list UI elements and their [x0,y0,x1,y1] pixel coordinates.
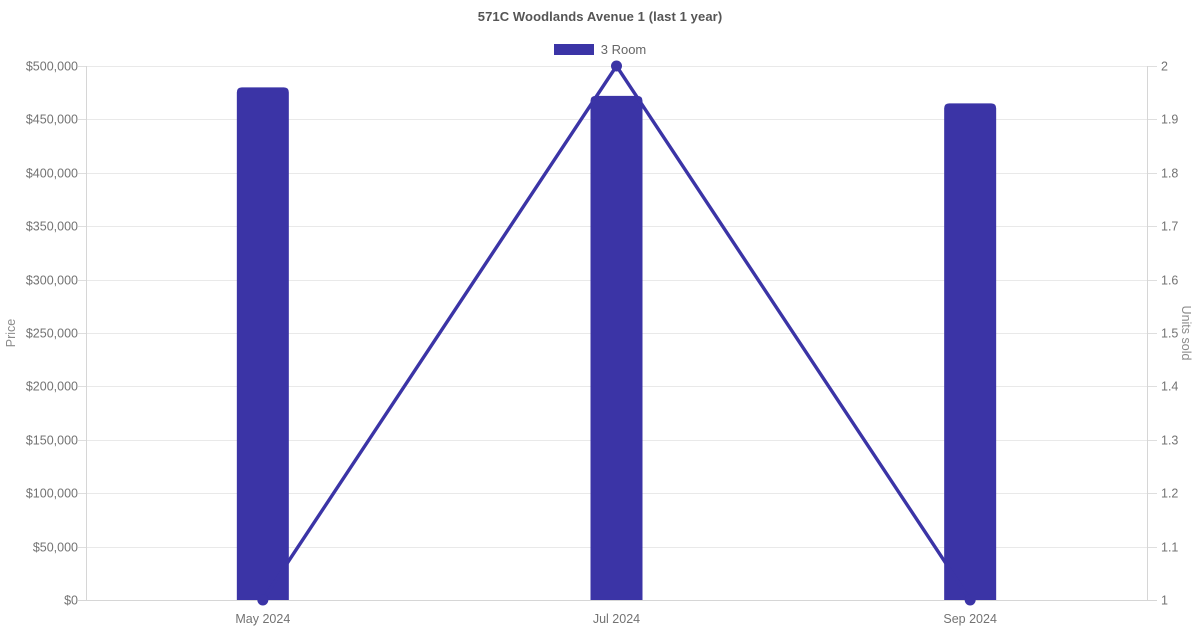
y-right-tick-label: 1.4 [1161,380,1178,394]
y-right-tick-label: 1.3 [1161,434,1178,448]
x-label-may-2024: May 2024 [235,612,290,626]
y-left-tick-label: $100,000 [26,487,78,501]
y-right-tick-label: 1.7 [1161,220,1178,234]
point-jul-2024[interactable] [611,60,622,72]
point-may-2024[interactable] [257,594,269,606]
y-left-tick-label: $500,000 [26,60,78,74]
y-right-tick-label: 2 [1161,60,1168,74]
point-sep-2024[interactable] [964,594,976,606]
chart-title: 571C Woodlands Avenue 1 (last 1 year) [477,9,723,24]
y-left-tick-label: $200,000 [26,380,78,394]
y-left-tick-label: $250,000 [26,327,78,341]
bar-jul-2024[interactable] [590,95,643,601]
bar-sep-2024[interactable] [944,103,997,600]
y-right-tick-label: 1.8 [1161,167,1178,181]
x-label-jul-2024: Jul 2024 [593,612,640,626]
y-left-tick-label: $50,000 [33,541,78,555]
y-left-tick-label: $150,000 [26,434,78,448]
y-right-tick-label: 1.1 [1161,541,1178,555]
x-label-sep-2024: Sep 2024 [943,612,997,626]
y-right-tick-label: 1 [1161,594,1168,608]
y-left-tick-label: $0 [64,594,78,608]
y-right-tick-label: 1.2 [1161,487,1178,501]
y-right-tick-label: 1.9 [1161,113,1178,127]
legend: 3 Room [0,42,1200,57]
bar-may-2024[interactable] [236,87,289,601]
legend-swatch-3-room[interactable] [553,44,594,55]
y-left-tick-label: $400,000 [26,167,78,181]
y-right-tick-label: 1.6 [1161,274,1178,288]
legend-label-3-room[interactable]: 3 Room [600,42,647,57]
y-left-tick-label: $300,000 [26,274,78,288]
y-left-tick-label: $450,000 [26,113,78,127]
y-left-tick-label: $350,000 [26,220,78,234]
y-right-tick-label: 1.5 [1161,327,1178,341]
